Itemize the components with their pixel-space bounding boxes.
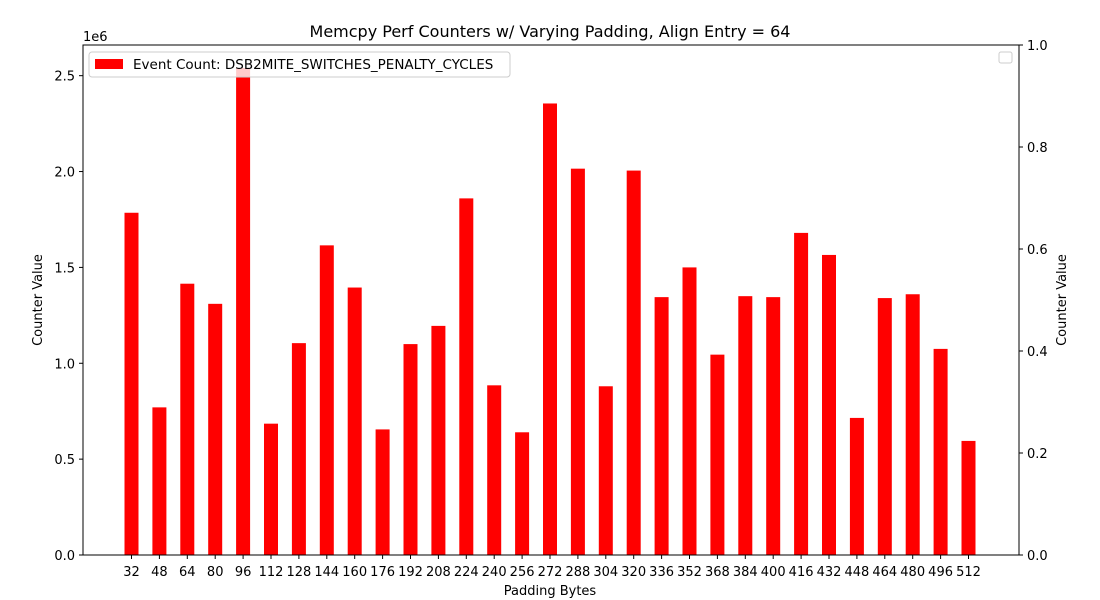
- bar-304: [598, 386, 613, 555]
- y-tick-label-3: 1.5: [54, 261, 75, 276]
- bar-256: [515, 432, 530, 555]
- bar-144: [319, 245, 334, 555]
- x-tick-label-80: 80: [207, 565, 224, 580]
- x-tick-label-496: 496: [928, 565, 953, 580]
- x-tick-label-176: 176: [370, 565, 395, 580]
- x-tick-label-368: 368: [705, 565, 730, 580]
- bar-288: [570, 168, 585, 556]
- right-axis: 0.0 0.2 0.4 0.6 0.8 1.0: [1019, 39, 1048, 564]
- bar-464: [877, 298, 892, 555]
- x-tick-label-192: 192: [398, 565, 423, 580]
- left-axis: 0.0 0.5 1.0 1.5 2.0 2.5: [54, 70, 83, 564]
- y2-tick-label-2: 0.4: [1027, 345, 1048, 360]
- y2-tick-label-5: 1.0: [1027, 39, 1048, 54]
- bar-group: [124, 68, 976, 556]
- bar-320: [626, 170, 641, 555]
- x-tick-label-448: 448: [844, 565, 869, 580]
- bar-448: [849, 417, 864, 555]
- y2-tick-label-4: 0.8: [1027, 141, 1048, 156]
- bar-240: [487, 385, 502, 555]
- plot-frame: [82, 44, 1020, 556]
- bar-512: [961, 440, 976, 555]
- bar-128: [291, 343, 306, 555]
- bar-368: [710, 354, 725, 555]
- y-tick-label-2: 1.0: [54, 357, 75, 372]
- x-tick-label-416: 416: [789, 565, 814, 580]
- legend-swatch: [95, 59, 123, 69]
- y-tick-label-5: 2.5: [54, 70, 75, 85]
- x-axis: 32 48 64 80 96 112 128 144 160 176 192 208 224 240 256…: [123, 555, 981, 580]
- y-tick-label-4: 2.0: [54, 166, 75, 181]
- x-tick-label-32: 32: [123, 565, 140, 580]
- bar-80: [208, 303, 223, 555]
- bar-176: [375, 429, 390, 555]
- x-tick-label-352: 352: [677, 565, 702, 580]
- x-tick-label-512: 512: [956, 565, 981, 580]
- secondary-legend-box: [998, 51, 1013, 64]
- y2-axis-label: Counter Value: [1055, 254, 1070, 346]
- legend-box: [88, 51, 511, 78]
- x-axis-label: Padding Bytes: [504, 584, 597, 599]
- legend-label: Event Count: DSB2MITE_SWITCHES_PENALTY_C…: [133, 57, 493, 73]
- x-tick-label-96: 96: [235, 565, 252, 580]
- bar-48: [152, 407, 167, 555]
- bar-64: [180, 283, 195, 555]
- bar-32: [124, 212, 139, 555]
- x-tick-label-144: 144: [314, 565, 339, 580]
- x-tick-label-64: 64: [179, 565, 196, 580]
- bar-336: [654, 297, 669, 555]
- x-tick-label-320: 320: [621, 565, 646, 580]
- x-tick-label-208: 208: [426, 565, 451, 580]
- bar-96: [236, 68, 251, 556]
- x-tick-label-48: 48: [151, 565, 168, 580]
- bar-400: [766, 297, 781, 555]
- x-tick-label-256: 256: [510, 565, 535, 580]
- x-tick-label-272: 272: [538, 565, 563, 580]
- bar-432: [822, 254, 836, 555]
- bar-352: [682, 267, 697, 555]
- bar-160: [347, 287, 362, 555]
- bar-208: [431, 325, 446, 555]
- bar-192: [403, 344, 418, 555]
- x-tick-label-288: 288: [565, 565, 590, 580]
- bar-272: [543, 103, 557, 555]
- x-tick-label-400: 400: [761, 565, 786, 580]
- legend: Event Count: DSB2MITE_SWITCHES_PENALTY_C…: [88, 51, 511, 78]
- bar-416: [794, 232, 809, 556]
- x-tick-label-240: 240: [482, 565, 507, 580]
- bar-384: [738, 296, 753, 555]
- y2-tick-label-0: 0.0: [1027, 549, 1048, 564]
- x-tick-label-224: 224: [454, 565, 479, 580]
- x-tick-label-432: 432: [817, 565, 842, 580]
- y-tick-label-0: 0.0: [54, 549, 75, 564]
- y-offset-text: 1e6: [83, 30, 108, 45]
- y2-tick-label-3: 0.6: [1027, 243, 1048, 258]
- x-tick-label-480: 480: [900, 565, 925, 580]
- bar-480: [905, 294, 920, 555]
- x-tick-label-336: 336: [649, 565, 674, 580]
- chart-title: Memcpy Perf Counters w/ Varying Padding,…: [310, 22, 791, 41]
- bar-224: [459, 198, 474, 555]
- x-tick-label-112: 112: [259, 565, 284, 580]
- y-tick-label-1: 0.5: [54, 453, 75, 468]
- x-tick-label-384: 384: [733, 565, 758, 580]
- x-tick-label-128: 128: [286, 565, 311, 580]
- x-tick-label-304: 304: [593, 565, 618, 580]
- y-axis-label: Counter Value: [31, 254, 46, 346]
- x-tick-label-464: 464: [872, 565, 897, 580]
- y2-tick-label-1: 0.2: [1027, 447, 1048, 462]
- x-tick-label-160: 160: [342, 565, 367, 580]
- bar-112: [264, 423, 278, 555]
- bar-496: [933, 348, 948, 555]
